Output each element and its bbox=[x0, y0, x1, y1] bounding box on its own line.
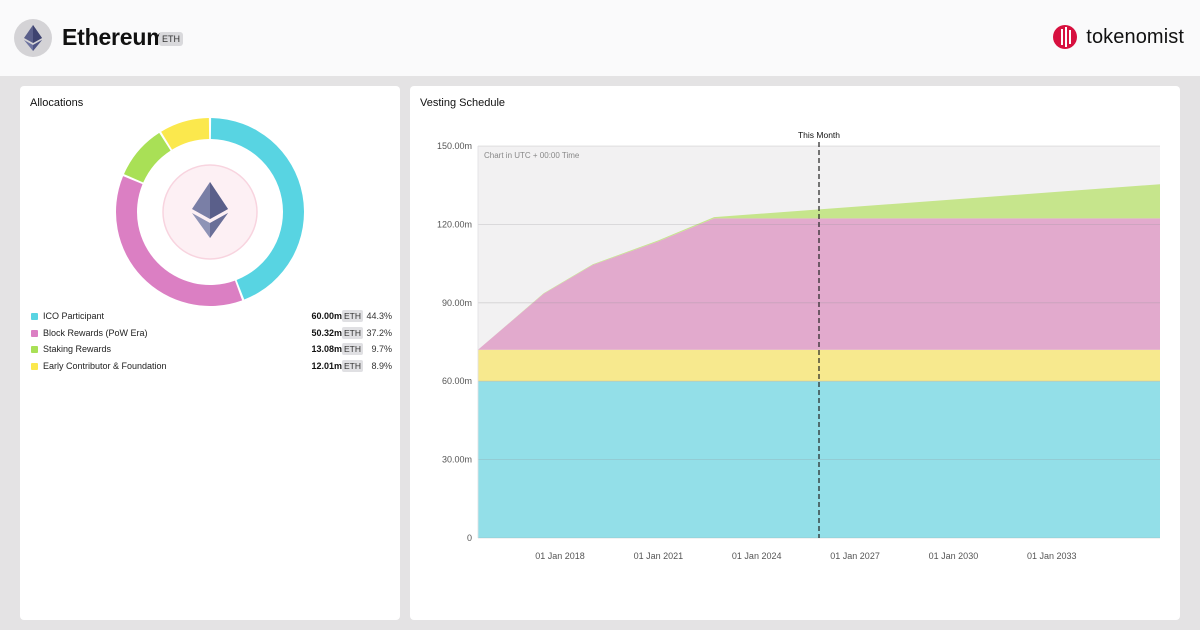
legend-item[interactable]: Staking Rewards 13.08m ETH 9.7% bbox=[30, 343, 392, 360]
area-series[interactable] bbox=[478, 381, 1160, 538]
legend-unit-badge: ETH bbox=[342, 310, 363, 322]
legend-swatch bbox=[31, 362, 38, 370]
x-tick-label: 01 Jan 2030 bbox=[929, 551, 979, 561]
tokenomist-logo-icon bbox=[1053, 25, 1078, 49]
token-logo bbox=[14, 19, 52, 57]
allocation-legend: ICO Participant 60.00m ETH 44.3% Block Rewar… bbox=[30, 310, 392, 376]
x-tick-label: 01 Jan 2033 bbox=[1027, 551, 1077, 561]
this-month-label: This Month bbox=[798, 130, 840, 140]
x-tick-label: 01 Jan 2018 bbox=[535, 551, 585, 561]
legend-percent: 9.7% bbox=[371, 344, 392, 354]
donut-slice[interactable] bbox=[123, 132, 171, 183]
y-tick-label: 90.00m bbox=[442, 298, 472, 308]
donut-slice[interactable] bbox=[161, 118, 210, 150]
vesting-schedule-chart: 0 30.00m 60.00m 90.00m 120.00m 150.00m 01 Jan … bbox=[437, 130, 1160, 561]
ethereum-icon bbox=[24, 25, 42, 51]
y-tick-label: 0 bbox=[467, 533, 472, 543]
allocations-title: Allocations bbox=[30, 97, 84, 109]
legend-percent: 44.3% bbox=[366, 311, 392, 321]
y-tick-label: 120.00m bbox=[437, 219, 472, 229]
chart-annotation: Chart in UTC + 00:00 Time bbox=[484, 151, 580, 160]
token-name: Ethereum bbox=[62, 24, 167, 50]
legend-item[interactable]: Early Contributor & Foundation 12.01m ETH 8… bbox=[30, 359, 392, 377]
allocation-donut-chart bbox=[115, 118, 304, 306]
legend-amount: 60.00m bbox=[311, 311, 342, 321]
page-header: Ethereum ETH tokenomist bbox=[0, 0, 1200, 76]
legend-swatch bbox=[31, 313, 38, 320]
legend-percent: 37.2% bbox=[366, 327, 392, 338]
legend-amount: 12.01m bbox=[311, 360, 342, 371]
brand[interactable]: tokenomist bbox=[1052, 24, 1184, 50]
legend-label: Block Rewards (PoW Era) bbox=[43, 327, 148, 338]
legend-unit-badge: ETH bbox=[342, 359, 363, 372]
x-tick-label: 01 Jan 2021 bbox=[634, 551, 684, 561]
x-tick-label: 01 Jan 2027 bbox=[830, 551, 880, 561]
ethereum-icon bbox=[192, 182, 228, 238]
legend-amount: 13.08m bbox=[311, 344, 342, 354]
brand-name: tokenomist bbox=[1086, 25, 1184, 48]
area-series[interactable] bbox=[478, 349, 1160, 382]
legend-amount: 50.32m bbox=[311, 327, 342, 338]
y-tick-label: 60.00m bbox=[442, 376, 472, 386]
legend-item[interactable]: Block Rewards (PoW Era) 50.32m ETH 37.2% bbox=[30, 326, 392, 344]
legend-item[interactable]: ICO Participant 60.00m ETH 44.3% bbox=[30, 310, 392, 327]
legend-unit-badge: ETH bbox=[342, 343, 363, 355]
vesting-panel: Vesting Schedule 0 30.00m 60.00m 90.00m 120.… bbox=[410, 86, 1180, 620]
legend-percent: 8.9% bbox=[371, 360, 392, 371]
legend-swatch bbox=[31, 346, 38, 353]
legend-swatch bbox=[31, 329, 38, 337]
legend-unit-badge: ETH bbox=[342, 326, 363, 339]
donut-slice[interactable] bbox=[115, 176, 243, 306]
legend-label: Staking Rewards bbox=[43, 344, 112, 354]
allocations-panel: Allocations ICO Participant 60.00m ETH 44.3… bbox=[20, 86, 400, 620]
legend-label: Early Contributor & Foundation bbox=[43, 360, 167, 371]
x-tick-label: 01 Jan 2024 bbox=[732, 551, 782, 561]
area-series[interactable] bbox=[478, 218, 1160, 350]
vesting-title: Vesting Schedule bbox=[420, 97, 506, 109]
legend-label: ICO Participant bbox=[43, 311, 105, 321]
y-tick-label: 150.00m bbox=[437, 141, 472, 151]
token-symbol-badge: ETH bbox=[159, 32, 183, 46]
donut-slice[interactable] bbox=[210, 118, 304, 300]
y-tick-label: 30.00m bbox=[442, 455, 472, 465]
